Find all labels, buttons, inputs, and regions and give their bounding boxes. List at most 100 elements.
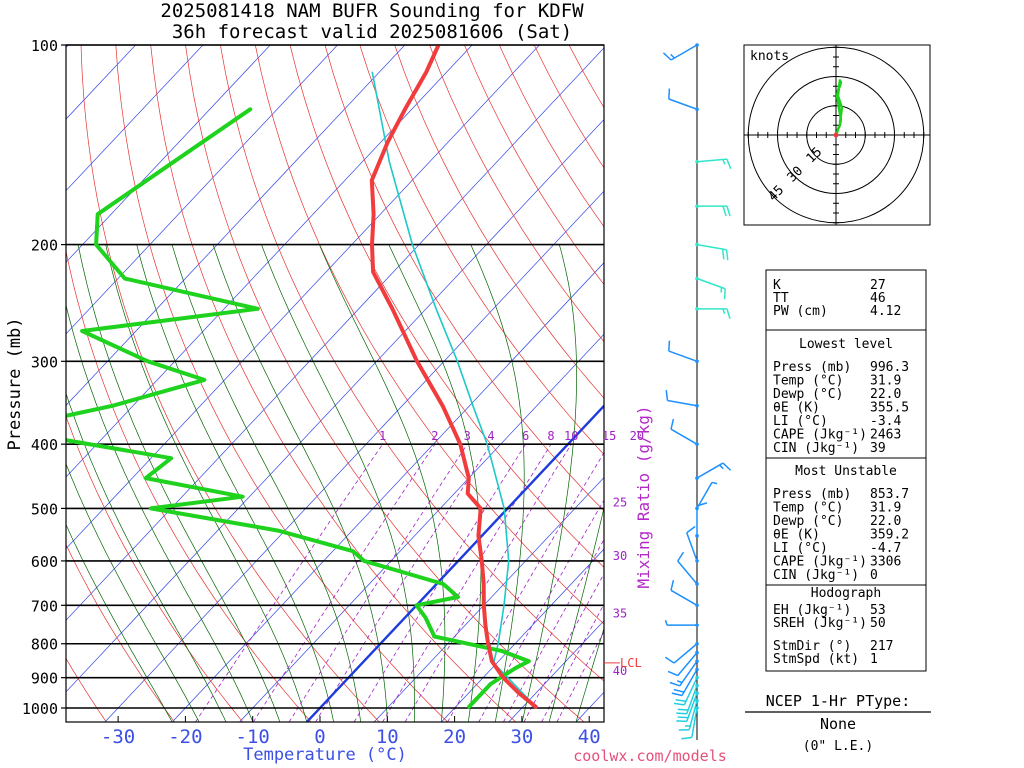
footer-credit: coolwx.com/models xyxy=(573,747,727,765)
index-label: CAPE (Jkg⁻¹) xyxy=(773,555,867,570)
moist-adiabat-line xyxy=(470,244,525,722)
index-label: Temp (°C) xyxy=(773,374,843,389)
hodograph-units: knots xyxy=(750,49,789,64)
wind-barb-flag xyxy=(726,158,732,170)
wind-barb xyxy=(676,683,699,715)
wind-barb-dot xyxy=(695,204,699,208)
wind-barb-staff xyxy=(696,158,727,163)
wind-barb xyxy=(665,390,699,408)
index-section-header: Most Unstable xyxy=(795,464,897,479)
wind-barb-staff xyxy=(691,707,698,738)
index-label: LI (°C) xyxy=(773,414,828,429)
moist-adiabat-line xyxy=(77,244,281,722)
wind-barb-dot xyxy=(695,442,699,446)
index-value: 217 xyxy=(870,639,893,654)
mixing-ratio-tick-label: 4 xyxy=(487,429,494,443)
dry-adiabat-line xyxy=(952,45,1024,722)
index-value: 39 xyxy=(870,441,886,456)
wind-barb-flag xyxy=(677,716,689,719)
wind-barb-staff xyxy=(667,399,698,407)
isotherm-line xyxy=(373,476,604,722)
wind-barb-dot xyxy=(695,641,699,646)
wind-barb-dot xyxy=(695,667,699,672)
wind-barb-dot xyxy=(695,276,699,281)
dry-adiabat-line xyxy=(254,45,604,625)
wind-barb-dot xyxy=(695,476,699,480)
mixing-ratio-tick-label: 30 xyxy=(613,549,627,563)
index-label: CAPE (Jkg⁻¹) xyxy=(773,428,867,443)
mixing-ratio-line xyxy=(353,443,526,722)
wind-barb-flag xyxy=(686,525,696,534)
wind-barb-staff xyxy=(681,669,698,696)
index-value: 22.0 xyxy=(870,387,901,402)
pressure-tick-label: 900 xyxy=(31,670,58,688)
wind-barb-staff xyxy=(670,44,698,61)
index-label: StmDir (°) xyxy=(773,639,851,654)
wind-barb-column xyxy=(662,43,732,740)
temperature-tick-label: -20 xyxy=(168,726,202,748)
profiles xyxy=(66,45,538,709)
temperature-trace xyxy=(369,45,538,709)
temperature-tick-label: -10 xyxy=(236,726,270,748)
dry-adiabat-line xyxy=(80,45,380,722)
wind-barb-dot xyxy=(695,559,699,563)
wind-barb xyxy=(695,481,718,511)
index-label: θE (K) xyxy=(773,528,820,543)
dry-adiabat-line xyxy=(66,249,312,722)
pressure-tick-label: 300 xyxy=(31,353,58,371)
wind-barb xyxy=(695,276,726,300)
wind-barb-staff xyxy=(688,700,698,730)
wind-barb-flag xyxy=(667,670,679,677)
wind-barb xyxy=(686,525,699,563)
wind-barb-staff xyxy=(696,462,724,479)
wind-barb-staff xyxy=(686,692,698,722)
wind-barb-flag xyxy=(681,736,692,740)
wind-barb-dot xyxy=(695,534,699,538)
pressure-tick-label: 100 xyxy=(31,37,58,55)
index-label: θE (K) xyxy=(773,401,820,416)
wind-barb-staff xyxy=(686,532,698,562)
mixing-ratio-line xyxy=(288,443,468,722)
pressure-tick-label: 1000 xyxy=(22,700,58,718)
wind-barb-flag xyxy=(722,462,732,471)
wind-barb-staff xyxy=(668,98,698,110)
index-value: 4.12 xyxy=(870,304,901,319)
wind-barb-dot xyxy=(695,242,699,247)
pressure-tick-label: 400 xyxy=(31,436,58,454)
isotherm-line xyxy=(441,548,604,722)
pressure-tick-label: 200 xyxy=(31,237,58,255)
index-value: 853.7 xyxy=(870,487,909,502)
isotherm-line xyxy=(66,45,338,335)
wind-barb-dot xyxy=(695,43,699,47)
index-label: CIN (Jkg⁻¹) xyxy=(773,568,859,583)
wind-barb-dot xyxy=(695,659,699,664)
isotherm-line xyxy=(66,45,540,550)
isotherm-line xyxy=(104,190,604,722)
dry-adiabat-line xyxy=(324,45,604,512)
index-value: 22.0 xyxy=(870,514,901,529)
wind-barb-half-flag xyxy=(722,159,726,165)
index-value: 359.2 xyxy=(870,528,909,543)
index-label: Press (mb) xyxy=(773,487,851,502)
wind-barb-flag xyxy=(726,205,731,217)
isotherm-line xyxy=(0,45,1,722)
pressure-tick-label: 600 xyxy=(31,553,58,571)
dry-adiabat-line xyxy=(918,45,1024,722)
wind-barb-staff xyxy=(696,482,713,509)
wind-barb-half-flag xyxy=(711,481,718,485)
wind-barb-dot xyxy=(695,506,699,511)
index-value: -4.7 xyxy=(870,541,901,556)
mixing-ratio-tick-label: 10 xyxy=(564,429,578,443)
dry-adiabat-line xyxy=(66,543,175,722)
mixing-ratio-tick-label: 20 xyxy=(630,429,644,443)
wind-barb-flag xyxy=(673,702,685,706)
moist-adiabat-line xyxy=(521,244,577,722)
mixing-ratio-tick-label: 15 xyxy=(602,429,616,443)
ptype-panel: NCEP 1-Hr PType: None (0" L.E.) xyxy=(745,692,931,754)
zero-isotherm-line xyxy=(305,404,604,722)
wind-barb-flag xyxy=(670,418,675,430)
isotherm-line xyxy=(66,118,604,693)
dry-adiabat-line xyxy=(987,45,1024,722)
